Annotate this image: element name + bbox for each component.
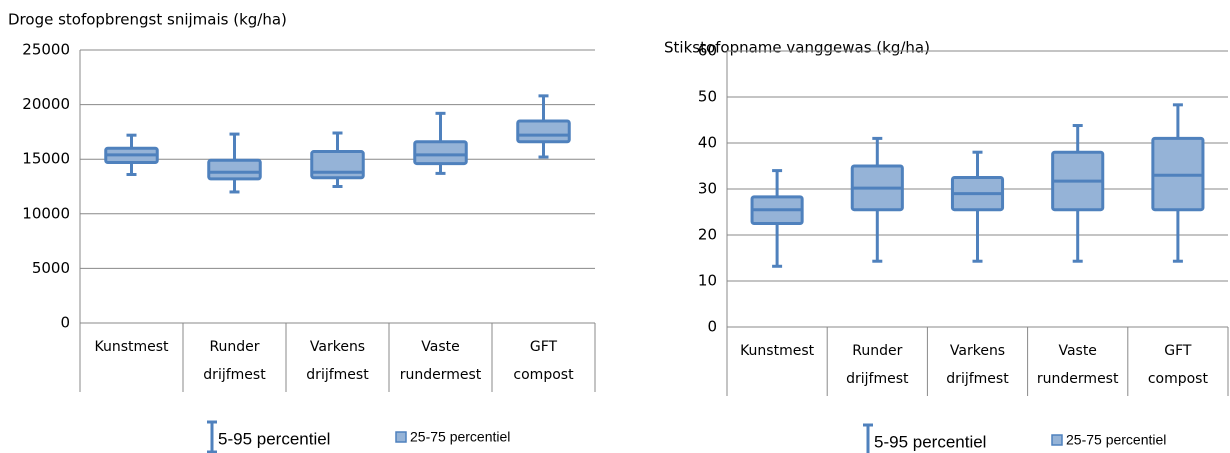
y-tick-label: 20000 — [22, 95, 70, 113]
x-tick-label: compost — [1148, 371, 1209, 387]
x-tick-label: Vaste — [1058, 343, 1096, 359]
y-tick-label: 30 — [698, 180, 717, 198]
y-tick-label: 60 — [698, 42, 717, 60]
x-tick-label: drijfmest — [306, 367, 369, 383]
y-tick-label: 25000 — [22, 41, 70, 59]
x-tick-label: Kunstmest — [740, 343, 815, 359]
x-tick-label: Varkens — [310, 339, 365, 355]
legend-box — [395, 431, 407, 443]
legend-label: 5-95 percentiel — [218, 429, 330, 448]
y-tick-label: 15000 — [22, 150, 70, 168]
x-tick-label: rundermest — [1037, 371, 1119, 387]
y-tick-label: 10000 — [22, 204, 70, 222]
x-tick-label: compost — [513, 367, 574, 383]
x-tick-label: Vaste — [421, 339, 459, 355]
y-tick-label: 50 — [698, 88, 717, 106]
x-tick-label: Runder — [209, 339, 259, 355]
chart-title: Stikstofopname vanggewas (kg/ha) — [664, 39, 930, 57]
x-tick-label: drijfmest — [846, 371, 909, 387]
y-tick-label: 20 — [698, 226, 717, 244]
box — [310, 150, 365, 180]
legend-label: 25-75 percentiel — [410, 429, 510, 445]
y-tick-label: 10 — [698, 272, 717, 290]
y-tick-label: 5000 — [32, 259, 70, 277]
x-tick-label: GFT — [530, 339, 558, 355]
x-tick-label: drijfmest — [203, 367, 266, 383]
chart-title: Droge stofopbrengst snijmais (kg/ha) — [8, 11, 287, 29]
x-tick-label: Runder — [852, 343, 902, 359]
x-tick-label: Varkens — [950, 343, 1005, 359]
x-tick-label: drijfmest — [946, 371, 1009, 387]
x-tick-label: GFT — [1164, 343, 1192, 359]
legend-label: 25-75 percentiel — [1066, 432, 1166, 448]
x-tick-label: Kunstmest — [94, 339, 169, 355]
y-tick-label: 0 — [707, 318, 717, 336]
y-tick-label: 40 — [698, 134, 717, 152]
legend-box — [1051, 434, 1063, 446]
x-tick-label: rundermest — [400, 367, 482, 383]
box — [516, 119, 571, 144]
legend-label: 5-95 percentiel — [874, 432, 986, 451]
y-tick-label: 0 — [60, 314, 70, 332]
box — [207, 158, 262, 181]
box — [413, 140, 468, 166]
